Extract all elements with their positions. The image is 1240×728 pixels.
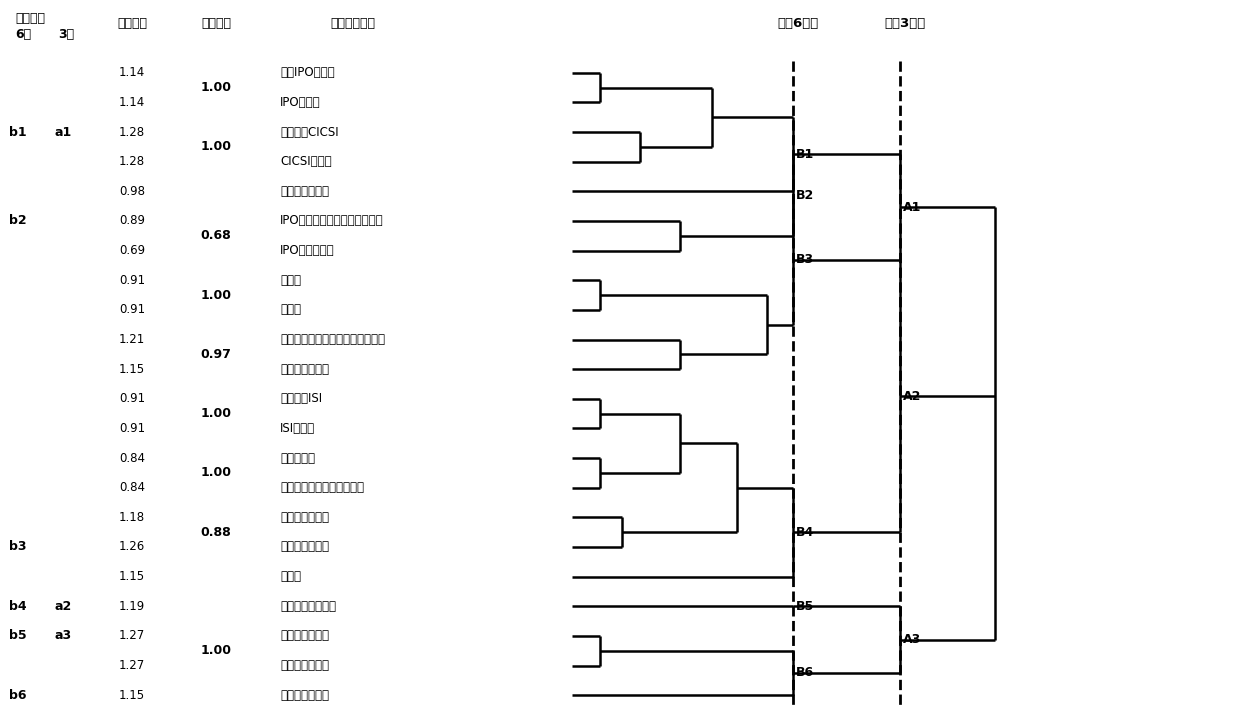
Text: 月交易金额与月流通市値的均値比: 月交易金额与月流通市値的均値比 <box>280 333 384 346</box>
Text: 1.21: 1.21 <box>119 333 145 346</box>
Text: 成交量一阶差分: 成交量一阶差分 <box>280 659 329 672</box>
Text: 1.19: 1.19 <box>119 600 145 613</box>
Text: 投资指数ISI: 投资指数ISI <box>280 392 322 405</box>
Text: 上证综指收益率: 上证综指收益率 <box>280 689 329 702</box>
Text: b5: b5 <box>9 630 27 642</box>
Text: 1.00: 1.00 <box>201 407 232 420</box>
Text: 0.91: 0.91 <box>119 304 145 317</box>
Text: 当月新增开户数目的三分位: 当月新增开户数目的三分位 <box>280 481 365 494</box>
Text: 分成3大类: 分成3大类 <box>884 17 925 30</box>
Text: b6: b6 <box>9 689 27 702</box>
Text: 0.89: 0.89 <box>119 215 145 227</box>
Text: B3: B3 <box>796 253 815 266</box>
Text: CICSI标准化: CICSI标准化 <box>280 155 331 168</box>
Text: 0.68: 0.68 <box>201 229 232 242</box>
Text: 换手率: 换手率 <box>280 274 301 287</box>
Text: 1.15: 1.15 <box>119 689 145 702</box>
Text: 1.28: 1.28 <box>119 126 145 138</box>
Text: B6: B6 <box>796 666 815 679</box>
Text: 1.27: 1.27 <box>119 659 145 672</box>
Text: 1.15: 1.15 <box>119 570 145 583</box>
Text: 0.97: 0.97 <box>201 348 232 361</box>
Text: B2: B2 <box>796 189 815 202</box>
Text: 3类: 3类 <box>58 28 74 41</box>
Text: 1.18: 1.18 <box>119 511 145 524</box>
Text: 1.00: 1.00 <box>201 644 232 657</box>
Text: A2: A2 <box>903 389 921 403</box>
Text: 成交量: 成交量 <box>280 304 301 317</box>
Text: IPO数均值: IPO数均值 <box>280 96 321 109</box>
Text: 换手率一阶差分: 换手率一阶差分 <box>280 630 329 642</box>
Text: 0.88: 0.88 <box>201 526 232 539</box>
Text: 敏感因子: 敏感因子 <box>117 17 148 30</box>
Text: 封闭基金折价率: 封闭基金折价率 <box>280 185 329 198</box>
Text: IPO流通股数加权的平均收益率: IPO流通股数加权的平均收益率 <box>280 215 383 227</box>
Text: 1.15: 1.15 <box>119 363 145 376</box>
Text: 1.28: 1.28 <box>119 155 145 168</box>
Text: 投资指数CICSI: 投资指数CICSI <box>280 126 339 138</box>
Text: a3: a3 <box>55 630 72 642</box>
Text: B1: B1 <box>796 148 815 161</box>
Text: b1: b1 <box>9 126 27 138</box>
Text: 1.14: 1.14 <box>119 66 145 79</box>
Text: 0.98: 0.98 <box>119 185 145 198</box>
Text: 新增开户数: 新增开户数 <box>280 451 315 464</box>
Text: 居民消费价格指数: 居民消费价格指数 <box>280 600 336 613</box>
Text: A1: A1 <box>903 201 921 213</box>
Text: 0.91: 0.91 <box>119 422 145 435</box>
Text: A3: A3 <box>903 633 921 646</box>
Text: 1.26: 1.26 <box>119 540 145 553</box>
Text: b2: b2 <box>9 215 27 227</box>
Text: 1.27: 1.27 <box>119 630 145 642</box>
Text: 当月IPO的个数: 当月IPO的个数 <box>280 66 335 79</box>
Text: 1.00: 1.00 <box>201 467 232 480</box>
Text: 上证综指收盘价: 上证综指收盘价 <box>280 511 329 524</box>
Text: 6类: 6类 <box>15 28 31 41</box>
Text: a2: a2 <box>55 600 72 613</box>
Text: a1: a1 <box>55 126 72 138</box>
Text: 0.69: 0.69 <box>119 244 145 257</box>
Text: 1.00: 1.00 <box>201 81 232 94</box>
Text: 0.84: 0.84 <box>119 481 145 494</box>
Text: 上月开户数对数: 上月开户数对数 <box>280 540 329 553</box>
Text: 1.00: 1.00 <box>201 141 232 154</box>
Text: 分成6大类: 分成6大类 <box>777 17 818 30</box>
Text: 上月市场换手率: 上月市场换手率 <box>280 363 329 376</box>
Text: b4: b4 <box>9 600 27 613</box>
Text: B4: B4 <box>796 526 815 539</box>
Text: 心理线: 心理线 <box>280 570 301 583</box>
Text: ISI标准化: ISI标准化 <box>280 422 315 435</box>
Text: 选择结果: 选择结果 <box>15 12 45 25</box>
Text: 代理指标名称: 代理指标名称 <box>331 17 376 30</box>
Text: 相关系数: 相关系数 <box>201 17 231 30</box>
Text: 1.00: 1.00 <box>201 288 232 301</box>
Text: 0.84: 0.84 <box>119 451 145 464</box>
Text: 0.91: 0.91 <box>119 392 145 405</box>
Text: B5: B5 <box>796 600 815 613</box>
Text: IPO首日收益率: IPO首日收益率 <box>280 244 335 257</box>
Text: b3: b3 <box>9 540 27 553</box>
Text: 1.14: 1.14 <box>119 96 145 109</box>
Text: 0.91: 0.91 <box>119 274 145 287</box>
